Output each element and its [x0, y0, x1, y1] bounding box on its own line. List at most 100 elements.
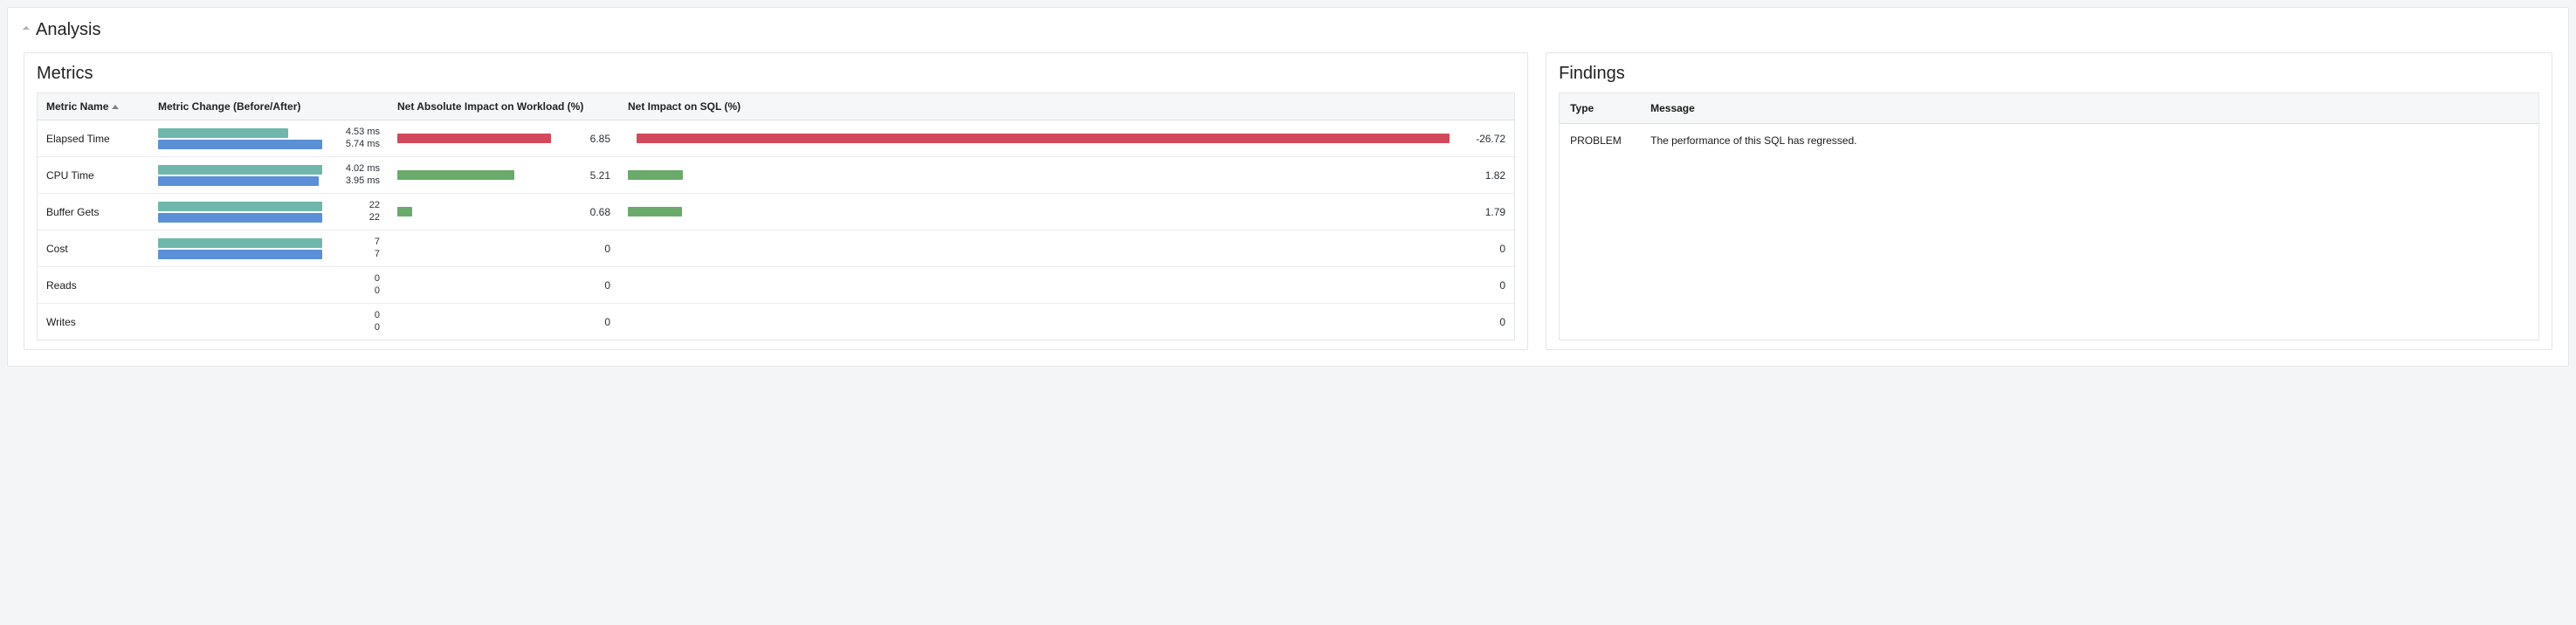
after-value: 7 — [327, 249, 380, 261]
col-header-type[interactable]: Type — [1560, 93, 1640, 123]
sql-impact-cell: 0 — [619, 230, 1514, 266]
sql-impact-value: 0 — [1457, 243, 1505, 255]
abs-impact-value: 0 — [561, 279, 610, 292]
table-row[interactable]: PROBLEMThe performance of this SQL has r… — [1560, 124, 2538, 157]
analysis-panel: Analysis Metrics Metric Name Metric Chan… — [7, 7, 2569, 367]
abs-impact-bar — [397, 207, 412, 216]
after-value: 0 — [327, 285, 380, 298]
sql-impact-value: 0 — [1457, 279, 1505, 292]
after-bar — [158, 250, 322, 259]
col-header-sql-impact[interactable]: Net Impact on SQL (%) — [619, 93, 1514, 120]
section-title: Analysis — [36, 20, 100, 40]
col-header-metric-change-label: Metric Change (Before/After) — [158, 100, 300, 113]
sql-impact-cell: 1.82 — [619, 157, 1514, 193]
abs-impact-cell: 0 — [389, 267, 619, 303]
metric-name-cell: CPU Time — [38, 157, 149, 193]
before-value: 0 — [327, 310, 380, 322]
sql-impact-track — [628, 317, 1450, 326]
metric-change-cell: 4.02 ms3.95 ms — [149, 157, 389, 193]
sql-impact-track — [628, 207, 1450, 216]
after-bar — [158, 213, 322, 223]
sql-impact-bar — [628, 207, 682, 216]
before-value: 4.53 ms — [327, 127, 380, 139]
sort-asc-icon — [112, 105, 119, 109]
metric-name-cell: Writes — [38, 304, 149, 340]
table-row[interactable]: Elapsed Time4.53 ms5.74 ms6.85-26.72 — [38, 120, 1514, 157]
metric-name-cell: Reads — [38, 267, 149, 303]
before-bar — [158, 128, 288, 138]
finding-message: The performance of this SQL has regresse… — [1640, 124, 2538, 157]
analysis-header[interactable]: Analysis — [24, 20, 2552, 40]
sql-impact-track — [628, 170, 1450, 180]
before-value: 7 — [327, 237, 380, 249]
col-header-message[interactable]: Message — [1640, 93, 2538, 123]
metrics-table-header: Metric Name Metric Change (Before/After)… — [37, 93, 1515, 120]
abs-impact-cell: 6.85 — [389, 120, 619, 156]
abs-impact-cell: 0 — [389, 230, 619, 266]
table-row[interactable]: Buffer Gets2222 0.68 1.79 — [38, 194, 1514, 230]
metric-change-cell: 4.53 ms5.74 ms — [149, 120, 389, 156]
abs-impact-cell: 5.21 — [389, 157, 619, 193]
metrics-card: Metrics Metric Name Metric Change (Befor… — [24, 52, 1528, 350]
col-header-metric-name[interactable]: Metric Name — [38, 93, 149, 120]
abs-impact-value: 0 — [561, 243, 610, 255]
abs-impact-cell: 0.68 — [389, 194, 619, 230]
metric-name-cell: Cost — [38, 230, 149, 266]
metric-change-cell: 00 — [149, 304, 389, 340]
metric-change-cell: 2222 — [149, 194, 389, 230]
before-value: 0 — [327, 273, 380, 285]
abs-impact-track — [397, 244, 554, 253]
sql-impact-bar — [628, 170, 683, 180]
sql-impact-value: 0 — [1457, 316, 1505, 328]
after-value: 5.74 ms — [327, 139, 380, 151]
before-bar — [158, 165, 322, 175]
sql-impact-bar — [637, 134, 1450, 143]
abs-impact-track — [397, 317, 554, 326]
col-header-abs-impact-label: Net Absolute Impact on Workload (%) — [397, 100, 583, 113]
abs-impact-track — [397, 207, 554, 216]
metrics-title: Metrics — [37, 64, 1515, 84]
abs-impact-track — [397, 280, 554, 290]
finding-type: PROBLEM — [1560, 124, 1640, 157]
col-header-metric-name-label: Metric Name — [46, 100, 108, 113]
after-bar — [158, 176, 319, 186]
findings-card: Findings Type Message PROBLEMThe perform… — [1546, 52, 2552, 350]
sql-impact-cell: 0 — [619, 267, 1514, 303]
metrics-table-body: Elapsed Time4.53 ms5.74 ms6.85-26.72CPU … — [37, 120, 1515, 340]
metric-change-cell: 00 — [149, 267, 389, 303]
metric-name-cell: Buffer Gets — [38, 194, 149, 230]
sql-impact-value: 1.79 — [1457, 206, 1505, 218]
abs-impact-value: 5.21 — [561, 169, 610, 182]
disclosure-triangle-icon[interactable] — [23, 25, 30, 32]
before-bar — [158, 202, 322, 211]
col-header-abs-impact[interactable]: Net Absolute Impact on Workload (%) — [389, 93, 619, 120]
col-header-sql-impact-label: Net Impact on SQL (%) — [628, 100, 740, 113]
abs-impact-track — [397, 134, 554, 143]
abs-impact-track — [397, 170, 554, 180]
metric-change-cell: 77 — [149, 230, 389, 266]
findings-table-body: PROBLEMThe performance of this SQL has r… — [1559, 124, 2539, 340]
after-bar — [158, 140, 322, 149]
after-value: 0 — [327, 322, 380, 334]
col-header-metric-change[interactable]: Metric Change (Before/After) — [149, 93, 389, 120]
abs-impact-value: 0 — [561, 316, 610, 328]
before-bar — [158, 238, 322, 248]
findings-table-header: Type Message — [1559, 93, 2539, 124]
table-row[interactable]: Reads0000 — [38, 267, 1514, 304]
before-value: 22 — [327, 200, 380, 212]
sql-impact-track — [628, 134, 1450, 143]
metric-name-cell: Elapsed Time — [38, 120, 149, 156]
abs-impact-value: 6.85 — [561, 133, 610, 145]
findings-title: Findings — [1559, 64, 2539, 84]
abs-impact-value: 0.68 — [561, 206, 610, 218]
col-header-type-label: Type — [1570, 102, 1594, 114]
after-value: 3.95 ms — [327, 175, 380, 188]
table-row[interactable]: Cost7700 — [38, 230, 1514, 267]
sql-impact-cell: 0 — [619, 304, 1514, 340]
table-row[interactable]: CPU Time4.02 ms3.95 ms5.211.82 — [38, 157, 1514, 194]
col-header-message-label: Message — [1650, 102, 1695, 114]
table-row[interactable]: Writes0000 — [38, 304, 1514, 340]
sql-impact-value: -26.72 — [1457, 133, 1505, 145]
abs-impact-cell: 0 — [389, 304, 619, 340]
before-value: 4.02 ms — [327, 163, 380, 175]
